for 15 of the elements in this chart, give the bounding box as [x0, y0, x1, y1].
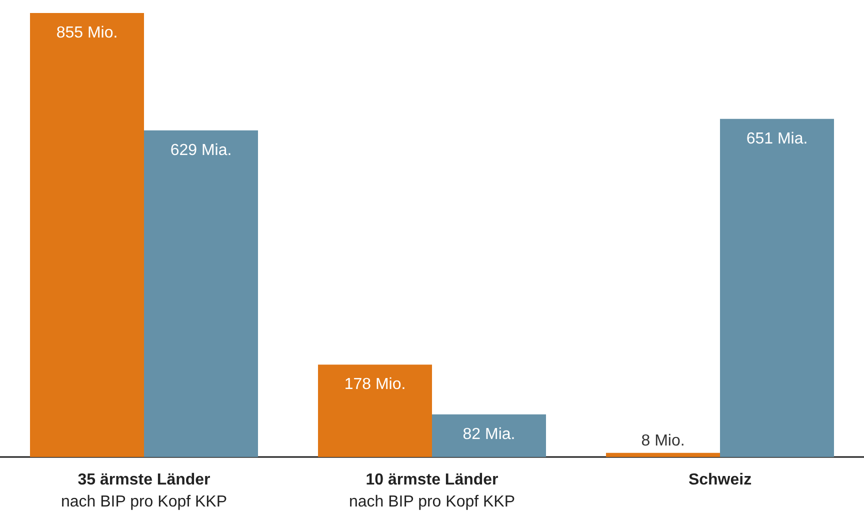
- data-label: 178 Mio.: [344, 376, 406, 394]
- data-label: 651 Mia.: [746, 130, 808, 148]
- bar: [720, 118, 834, 457]
- x-tick-label: Schweiz: [688, 472, 752, 488]
- x-tick-label: 10 ärmste Länder nach BIP pro Kopf KKP: [348, 472, 516, 510]
- data-label: 855 Mio.: [56, 24, 118, 42]
- bar: [30, 13, 144, 457]
- bar: [144, 130, 258, 457]
- data-label: 82 Mia.: [462, 426, 516, 443]
- bar: [432, 414, 546, 457]
- bar: [318, 364, 432, 457]
- data-label: 8 Mio.: [641, 432, 685, 450]
- bar: [606, 452, 720, 457]
- data-label: 629 Mia.: [170, 142, 232, 159]
- x-tick-label: 35 ärmste Länder nach BIP pro Kopf KKP: [60, 472, 228, 510]
